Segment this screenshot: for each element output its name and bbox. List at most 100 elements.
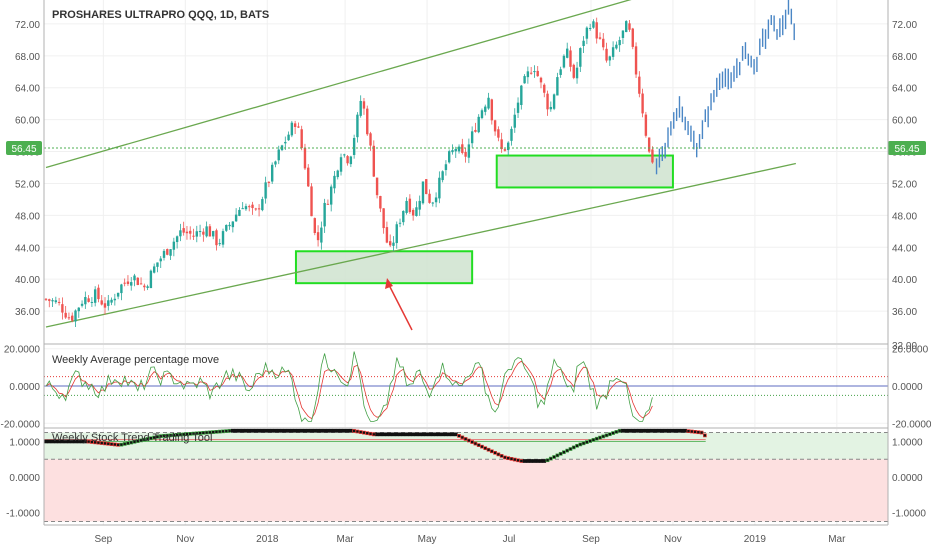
time-tick-label: Mar <box>337 534 355 545</box>
candle-body <box>366 108 369 135</box>
candle-body <box>448 151 451 163</box>
candle-body <box>592 21 595 28</box>
candle-body <box>172 241 176 250</box>
trend-marker <box>539 459 543 463</box>
trend-marker <box>463 437 468 441</box>
candle-body <box>631 28 634 47</box>
last-price-tag-right: 56.45 <box>888 140 926 155</box>
candle-body <box>251 204 254 209</box>
channel-lower-line <box>45 162 796 328</box>
candle-body <box>552 94 556 109</box>
candle-body <box>490 99 494 121</box>
candle-body <box>97 287 100 300</box>
candle-body <box>277 149 280 161</box>
candle-body <box>77 307 80 312</box>
candle-body <box>287 134 290 141</box>
trend-pane: Weekly Stock Trend Trading Tool 1.0000 0.… <box>6 428 926 522</box>
candle-body <box>179 230 182 237</box>
candle-body <box>536 70 539 77</box>
bearish-zone <box>44 459 888 522</box>
oscillator-tick-label-right: 0.0000 <box>892 382 923 393</box>
candle-body <box>320 227 323 243</box>
candle-body <box>54 300 58 303</box>
trend-marker <box>683 428 688 433</box>
trend-marker <box>611 431 615 435</box>
trend-marker <box>703 433 707 438</box>
candle-body <box>493 120 497 132</box>
trend-marker <box>381 432 386 437</box>
trend-marker <box>591 438 596 442</box>
trend-marker <box>296 428 301 433</box>
trend-marker <box>467 438 471 443</box>
candle-body <box>526 71 530 78</box>
candle-body <box>615 44 618 49</box>
candle-body <box>123 282 126 284</box>
candle-body <box>634 46 638 75</box>
candle-body <box>107 300 110 306</box>
candle-body <box>369 133 372 146</box>
candle-body <box>139 283 143 285</box>
trend-marker <box>326 428 330 433</box>
trend-marker <box>483 446 488 451</box>
candle-body <box>156 262 159 267</box>
trend-marker <box>263 428 268 433</box>
candle-body <box>434 197 438 203</box>
candle-body <box>487 97 490 109</box>
trend-marker <box>630 428 635 433</box>
candle-body <box>195 231 198 237</box>
candle-body <box>67 317 71 319</box>
trend-marker <box>273 428 278 433</box>
trend-marker <box>306 428 311 433</box>
candle-body <box>162 250 166 258</box>
candle-body <box>280 145 284 151</box>
trend-marker <box>371 432 376 437</box>
oscillator-tick-label-left: 20.0000 <box>4 345 41 356</box>
trend-marker <box>480 444 484 449</box>
candle-body <box>215 230 218 246</box>
trend-axis-left: 1.0000 0.0000 -1.0000 <box>6 437 40 519</box>
trend-marker <box>545 458 550 463</box>
trend-marker <box>552 455 556 459</box>
price-tick-label-left: 52.00 <box>15 179 40 190</box>
trend-marker <box>663 428 668 433</box>
candle-body <box>64 312 67 318</box>
candle-body <box>588 28 592 30</box>
price-tick-label-right: 44.00 <box>892 243 917 254</box>
candle-body <box>152 266 156 273</box>
trend-marker <box>542 459 547 463</box>
trend-marker <box>644 428 648 433</box>
trend-marker <box>234 428 238 433</box>
candle-body <box>470 131 474 144</box>
trend-marker <box>499 454 504 458</box>
candle-body <box>267 181 271 183</box>
time-tick-label: Jul <box>503 534 516 545</box>
trend-marker <box>532 459 537 463</box>
candle-body <box>598 37 602 39</box>
trend-marker <box>329 428 334 433</box>
trend-marker <box>267 428 271 433</box>
price-tick-label-left: 40.00 <box>15 275 40 286</box>
trend-marker <box>421 432 425 437</box>
support-zone-box <box>294 250 474 285</box>
oscillator-title: Weekly Average percentage move <box>52 354 219 366</box>
trend-marker <box>509 457 514 461</box>
candle-body <box>503 149 507 151</box>
trend-marker <box>411 432 415 437</box>
trend-marker <box>666 428 671 433</box>
trend-marker <box>430 432 435 437</box>
support-zones <box>294 154 674 285</box>
candle-body <box>408 198 412 213</box>
candle-body <box>520 85 523 105</box>
candle-body <box>641 93 644 114</box>
price-tick-label-right: 52.00 <box>892 179 917 190</box>
candle-body <box>418 200 421 210</box>
trend-marker <box>634 428 638 433</box>
svg-text:56.45: 56.45 <box>11 144 36 155</box>
trend-tick-label-left: 1.0000 <box>9 437 40 448</box>
candle-body <box>543 84 546 93</box>
trend-marker <box>637 428 642 433</box>
trend-marker <box>375 432 379 437</box>
candle-body <box>130 282 133 286</box>
trend-marker <box>562 450 566 455</box>
price-projection <box>655 0 795 175</box>
